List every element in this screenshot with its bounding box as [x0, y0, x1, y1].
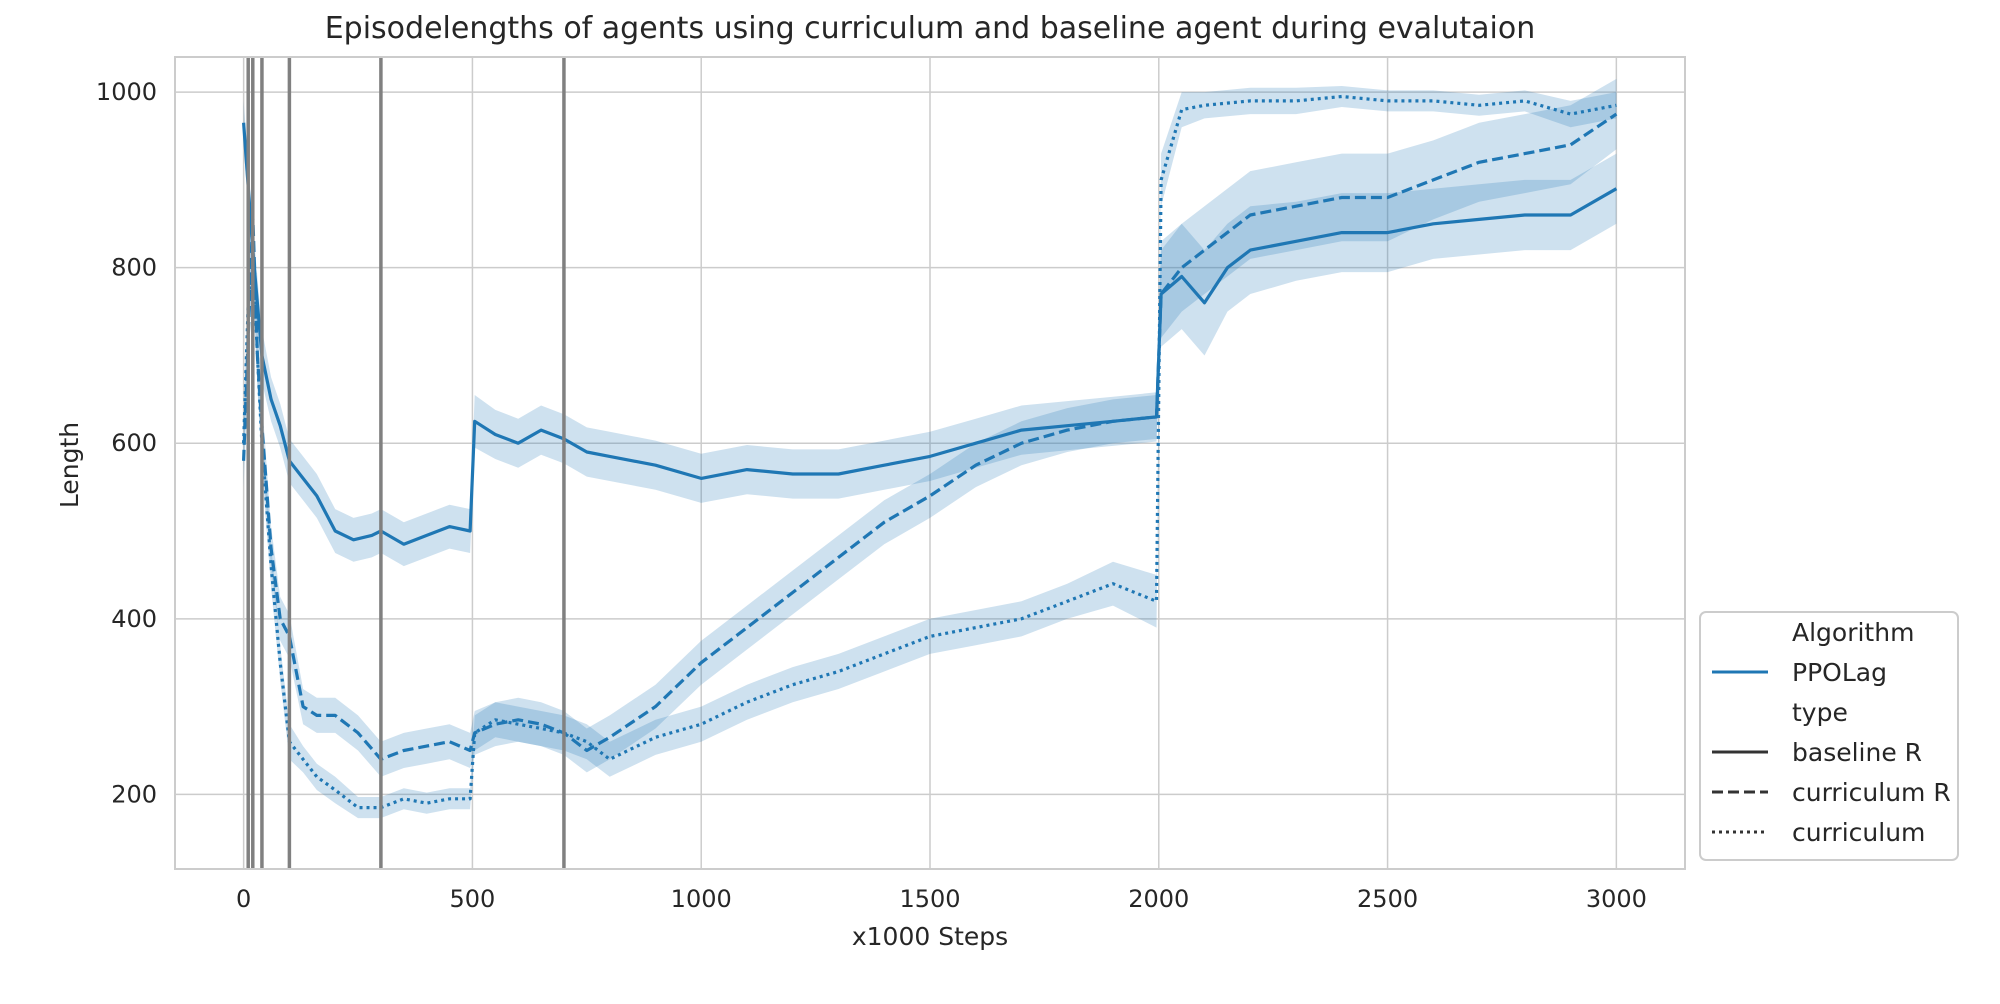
x-tick-label: 1000: [671, 885, 732, 913]
y-axis-label: Length: [55, 422, 84, 508]
x-tick-label: 3000: [1586, 885, 1647, 913]
chart-title: Episodelengths of agents using curriculu…: [325, 11, 1536, 46]
confidence-band-baseline-r: [243, 100, 1617, 567]
legend-entry-ppolag: PPOLag: [1792, 658, 1887, 687]
legend-title-type: type: [1792, 698, 1848, 727]
legend-entry-curriculum-r: curriculum R: [1792, 778, 1951, 807]
x-tick-label: 0: [236, 885, 251, 913]
legend-entry-curriculum: curriculum: [1792, 818, 1925, 847]
legend: Algorithm PPOLag type baseline R curricu…: [1699, 611, 1959, 861]
x-tick-label: 2500: [1357, 885, 1418, 913]
y-tick-label: 200: [111, 780, 157, 808]
series-line-baseline-r: [242, 122, 1618, 546]
y-tick-label: 400: [111, 605, 157, 633]
y-axis-ticks: 200 400 600 800 1000: [96, 78, 157, 808]
x-tick-label: 1500: [899, 885, 960, 913]
series-line-curriculum: [242, 94, 1617, 810]
confidence-bands: [243, 78, 1617, 819]
series-line-curriculum-r: [242, 112, 1618, 761]
x-tick-label: 2000: [1128, 885, 1189, 913]
y-tick-label: 1000: [96, 78, 157, 106]
x-tick-label: 500: [450, 885, 496, 913]
x-axis-ticks: 0 500 1000 1500 2000 2500 3000: [236, 885, 1647, 913]
y-tick-label: 600: [111, 429, 157, 457]
series-lines: [242, 94, 1618, 810]
phase-markers: [246, 57, 566, 869]
y-tick-label: 800: [111, 254, 157, 282]
legend-entry-baseline: baseline R: [1792, 738, 1922, 767]
legend-title-algorithm: Algorithm: [1792, 618, 1914, 647]
x-axis-label: x1000 Steps: [852, 922, 1008, 951]
confidence-band-curriculum-r: [243, 78, 1617, 777]
plot-frame: [174, 56, 1686, 870]
legend-box: [1699, 611, 1959, 861]
